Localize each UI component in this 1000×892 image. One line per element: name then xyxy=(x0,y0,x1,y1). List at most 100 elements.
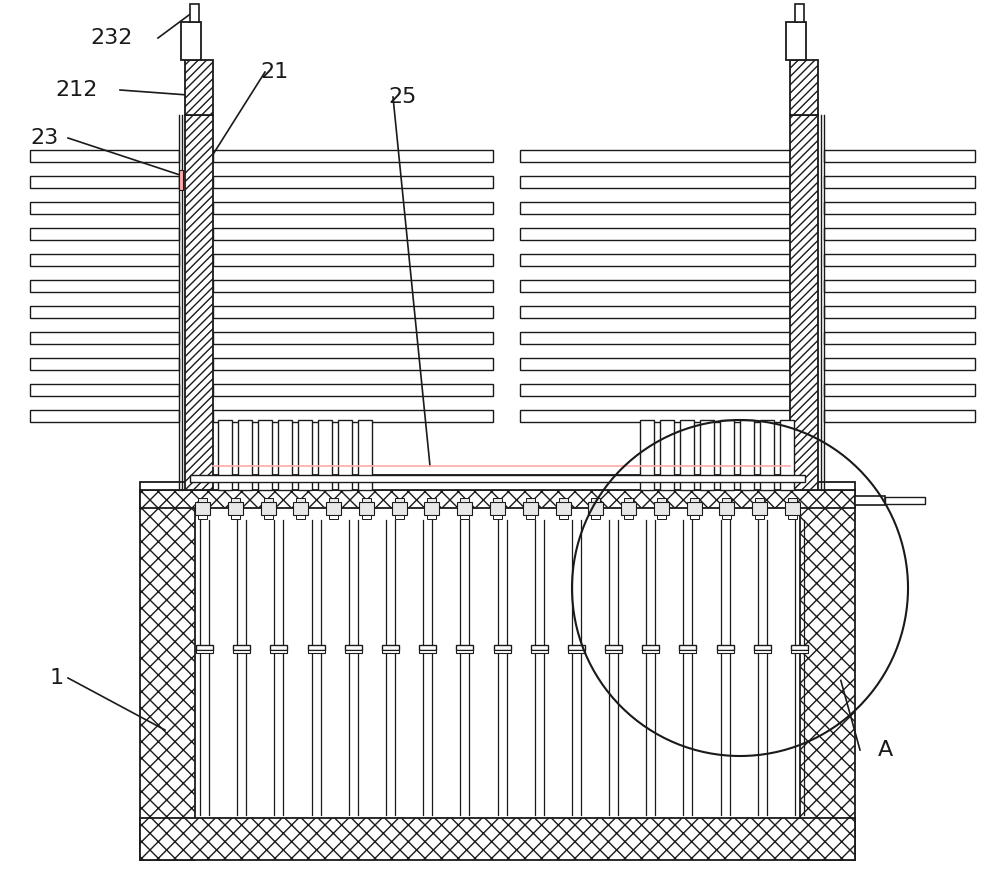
Bar xyxy=(362,498,371,502)
Bar xyxy=(520,384,790,396)
Bar xyxy=(680,420,694,490)
Bar xyxy=(30,384,179,396)
Bar xyxy=(457,502,472,515)
Bar xyxy=(329,498,338,502)
Bar xyxy=(526,498,535,502)
Bar xyxy=(293,502,308,515)
Text: 212: 212 xyxy=(55,80,97,100)
Bar xyxy=(185,115,213,490)
Bar xyxy=(382,645,399,650)
Bar xyxy=(824,202,975,214)
Bar xyxy=(520,150,790,162)
Bar xyxy=(213,280,493,292)
Bar xyxy=(720,420,734,490)
Bar xyxy=(520,202,790,214)
Bar xyxy=(345,650,362,653)
Bar xyxy=(30,150,179,162)
Bar xyxy=(427,515,436,519)
Bar xyxy=(657,515,666,519)
Bar xyxy=(213,410,493,422)
Bar xyxy=(140,490,195,860)
Text: 23: 23 xyxy=(30,128,58,148)
Bar xyxy=(824,150,975,162)
Bar xyxy=(824,176,975,188)
Bar xyxy=(591,515,600,519)
Bar xyxy=(824,358,975,370)
Bar xyxy=(195,502,210,515)
Bar xyxy=(213,358,493,370)
Bar xyxy=(359,502,374,515)
Bar xyxy=(752,502,767,515)
Bar xyxy=(824,280,975,292)
Bar xyxy=(722,515,731,519)
Bar xyxy=(456,650,473,653)
Bar xyxy=(788,498,797,502)
Bar xyxy=(520,410,790,422)
Bar xyxy=(559,498,568,502)
Bar xyxy=(270,645,287,650)
Bar xyxy=(213,150,493,162)
Bar xyxy=(258,420,272,490)
Bar xyxy=(679,650,696,653)
Bar xyxy=(140,482,855,490)
Bar xyxy=(740,420,754,490)
Bar xyxy=(30,410,179,422)
Bar xyxy=(568,645,585,650)
Bar xyxy=(329,515,338,519)
Bar xyxy=(238,420,252,490)
Bar xyxy=(855,496,885,505)
Bar xyxy=(213,332,493,344)
Text: A: A xyxy=(878,740,893,760)
Bar xyxy=(318,420,332,490)
Bar xyxy=(198,515,207,519)
Bar xyxy=(791,650,808,653)
Bar xyxy=(218,420,232,490)
Bar xyxy=(642,650,659,653)
Bar xyxy=(624,515,633,519)
Bar xyxy=(660,420,674,490)
Bar xyxy=(326,502,341,515)
Bar xyxy=(395,498,404,502)
Bar xyxy=(531,650,548,653)
Bar xyxy=(657,498,666,502)
Bar xyxy=(719,502,734,515)
Bar xyxy=(424,502,439,515)
Bar xyxy=(140,818,855,860)
Bar xyxy=(568,650,585,653)
Bar xyxy=(605,645,622,650)
Bar xyxy=(30,280,179,292)
Bar xyxy=(690,498,699,502)
Bar xyxy=(520,306,790,318)
Bar xyxy=(460,498,469,502)
Bar xyxy=(885,497,925,504)
Bar xyxy=(520,280,790,292)
Bar xyxy=(30,332,179,344)
Bar xyxy=(824,332,975,344)
Bar xyxy=(788,515,797,519)
Bar xyxy=(190,4,199,22)
Text: 25: 25 xyxy=(388,87,416,107)
Bar xyxy=(419,645,436,650)
Bar xyxy=(700,420,714,490)
Bar xyxy=(824,384,975,396)
Bar xyxy=(520,228,790,240)
Bar xyxy=(278,420,292,490)
Bar xyxy=(195,508,800,818)
Bar xyxy=(382,650,399,653)
Bar xyxy=(30,202,179,214)
Bar xyxy=(30,254,179,266)
Bar xyxy=(190,475,805,482)
Bar xyxy=(795,4,804,22)
Bar xyxy=(213,306,493,318)
Bar xyxy=(195,475,800,482)
Bar xyxy=(30,228,179,240)
Bar xyxy=(717,645,734,650)
Bar xyxy=(456,645,473,650)
Bar xyxy=(493,498,502,502)
Bar xyxy=(790,60,818,115)
Bar xyxy=(392,502,407,515)
Text: 1: 1 xyxy=(50,668,64,688)
Bar xyxy=(270,650,287,653)
Bar xyxy=(196,645,213,650)
Bar xyxy=(760,420,774,490)
